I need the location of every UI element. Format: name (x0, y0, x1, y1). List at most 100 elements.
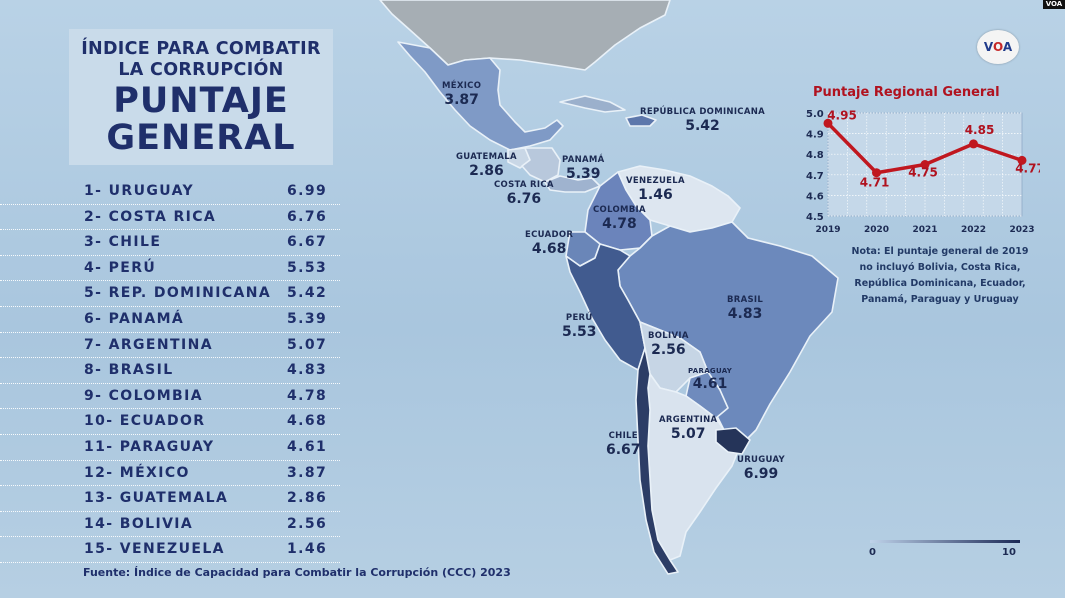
chart-data-point (872, 168, 881, 178)
map-label-paraguay: PARAGUAY 4.61 (688, 367, 733, 392)
ranking-country-name: 13- GUATEMALA (84, 490, 229, 507)
cuba-shape (559, 95, 626, 113)
map-label-panama: PANAMÁ 5.39 (562, 155, 605, 182)
ranking-score: 5.39 (287, 310, 328, 327)
ranking-row: 15- VENEZUELA 1.46 (0, 537, 340, 563)
usa-shape (379, 0, 671, 71)
hispaniola-shape (625, 114, 657, 127)
source-note: Fuente: Índice de Capacidad para Combati… (83, 566, 511, 579)
chart-data-label: 4.85 (965, 123, 995, 137)
ranking-row: 1- URUGUAY 6.99 (0, 179, 340, 205)
ranking-country-name: 9- COLOMBIA (84, 387, 203, 404)
chart-y-tick-label: 4.6 (806, 191, 824, 202)
ranking-score: 5.07 (287, 336, 328, 353)
map-label-bolivia: BOLIVIA 2.56 (648, 331, 689, 358)
ranking-country-name: 6- PANAMÁ (84, 310, 185, 327)
central-america-shape (521, 147, 561, 183)
legend-min-label: 0 (869, 547, 876, 558)
title-line-3: PUNTAJE (113, 81, 289, 121)
ranking-row: 12- MÉXICO 3.87 (0, 461, 340, 487)
chart-data-label: 4.75 (908, 166, 938, 180)
ranking-score: 4.78 (287, 387, 328, 404)
peru-shape (565, 243, 646, 371)
ranking-score: 5.42 (287, 285, 328, 302)
ranking-country-name: 14- BOLIVIA (84, 515, 194, 532)
ranking-row: 4- PERÚ 5.53 (0, 256, 340, 282)
ranking-score: 6.99 (287, 183, 328, 199)
map-label-argentina: ARGENTINA 5.07 (659, 415, 718, 442)
legend-color-scale (870, 540, 1020, 543)
ranking-country-name: 5- REP. DOMINICANA (84, 285, 272, 302)
ranking-country-name: 4- PERÚ (84, 259, 157, 276)
chart-x-tick-label: 2023 (1009, 225, 1034, 235)
chart-y-tick-label: 4.5 (806, 212, 824, 223)
ranking-row: 13- GUATEMALA 2.86 (0, 486, 340, 512)
ranking-score: 3.87 (287, 464, 328, 481)
ranking-row: 3- CHILE 6.67 (0, 230, 340, 256)
ranking-country-name: 8- BRASIL (84, 362, 174, 379)
chart-data-point (969, 139, 978, 149)
legend-max-label: 10 (1002, 547, 1016, 558)
ranking-score: 6.76 (287, 208, 328, 225)
ranking-list: 1- URUGUAY 6.99 2- COSTA RICA 6.76 3- CHILE 6… (0, 179, 340, 563)
chart-data-label: 4.77 (1015, 161, 1040, 175)
map-label-venezuela: VENEZUELA 1.46 (626, 176, 685, 203)
title-line-4: GENERAL (106, 118, 296, 158)
chart-data-label: 4.95 (827, 108, 857, 122)
chart-y-tick-label: 4.8 (806, 150, 824, 161)
ranking-country-name: 1- URUGUAY (84, 183, 195, 199)
ranking-row: 11- PARAGUAY 4.61 (0, 435, 340, 461)
title-line-2: LA CORRUPCIÓN (118, 60, 284, 80)
map-label-rep-dominicana: REPÚBLICA DOMINICANA 5.42 (640, 107, 766, 134)
chart-data-point (1017, 155, 1027, 165)
title-box: ÍNDICE PARA COMBATIR LA CORRUPCIÓN PUNTA… (69, 29, 333, 165)
ranking-score: 4.83 (287, 362, 328, 379)
map-label-mexico: MÉXICO 3.87 (442, 81, 482, 108)
ranking-score: 6.67 (287, 234, 328, 251)
map-label-colombia: COLOMBIA 4.78 (593, 205, 646, 232)
map-label-uruguay: URUGUAY 6.99 (737, 455, 785, 482)
chart-title: Puntaje Regional General (813, 85, 1000, 100)
ranking-row: 2- COSTA RICA 6.76 (0, 205, 340, 231)
map-label-ecuador: ECUADOR 4.68 (525, 230, 574, 257)
ranking-country-name: 3- CHILE (84, 234, 162, 251)
chart-y-tick-label: 5.0 (806, 109, 824, 120)
mexico-shape (397, 41, 564, 151)
ranking-country-name: 7- ARGENTINA (84, 336, 213, 353)
chart-x-tick-label: 2022 (961, 225, 986, 235)
title-line-1: ÍNDICE PARA COMBATIR (81, 39, 321, 59)
map-label-costa-rica: COSTA RICA 6.76 (494, 180, 554, 207)
chart-x-tick-label: 2019 (815, 225, 840, 235)
ranking-score: 4.61 (287, 438, 328, 455)
ranking-score: 2.86 (287, 490, 328, 507)
ranking-score: 2.56 (287, 515, 328, 532)
chart-data-label: 4.71 (860, 176, 890, 190)
chart-y-tick-label: 4.7 (806, 171, 824, 182)
regional-score-chart: 5.0 4.9 4.8 4.7 4.6 4.5 2019 2020 2021 2022 2023 4.… (806, 108, 1040, 235)
chart-data-point (823, 118, 833, 128)
ranking-country-name: 2- COSTA RICA (84, 208, 217, 225)
ranking-country-name: 12- MÉXICO (84, 464, 190, 481)
brand-tag: VOA (1043, 0, 1065, 9)
chile-shape (635, 347, 679, 575)
voa-logo: VOA (977, 30, 1019, 64)
map-label-brasil: BRASIL 4.83 (727, 295, 764, 322)
ranking-row: 9- COLOMBIA 4.78 (0, 384, 340, 410)
ranking-country-name: 11- PARAGUAY (84, 438, 215, 455)
chart-data-point (920, 160, 930, 169)
chart-y-tick-label: 4.9 (806, 130, 824, 141)
ranking-row: 8- BRASIL 4.83 (0, 358, 340, 384)
ranking-row: 5- REP. DOMINICANA 5.42 (0, 281, 340, 307)
map-label-guatemala: GUATEMALA 2.86 (456, 152, 517, 179)
map-label-chile: CHILE 6.67 (606, 431, 641, 458)
uruguay-shape (715, 427, 751, 455)
chart-x-tick-label: 2020 (864, 225, 889, 235)
ranking-score: 1.46 (287, 541, 328, 558)
ranking-country-name: 15- VENEZUELA (84, 541, 225, 558)
ranking-score: 4.68 (287, 413, 328, 430)
ranking-score: 5.53 (287, 259, 328, 276)
ranking-row: 6- PANAMÁ 5.39 (0, 307, 340, 333)
ranking-row: 7- ARGENTINA 5.07 (0, 333, 340, 359)
chart-note: Nota: El puntaje general de 2019 no incl… (851, 246, 1029, 305)
